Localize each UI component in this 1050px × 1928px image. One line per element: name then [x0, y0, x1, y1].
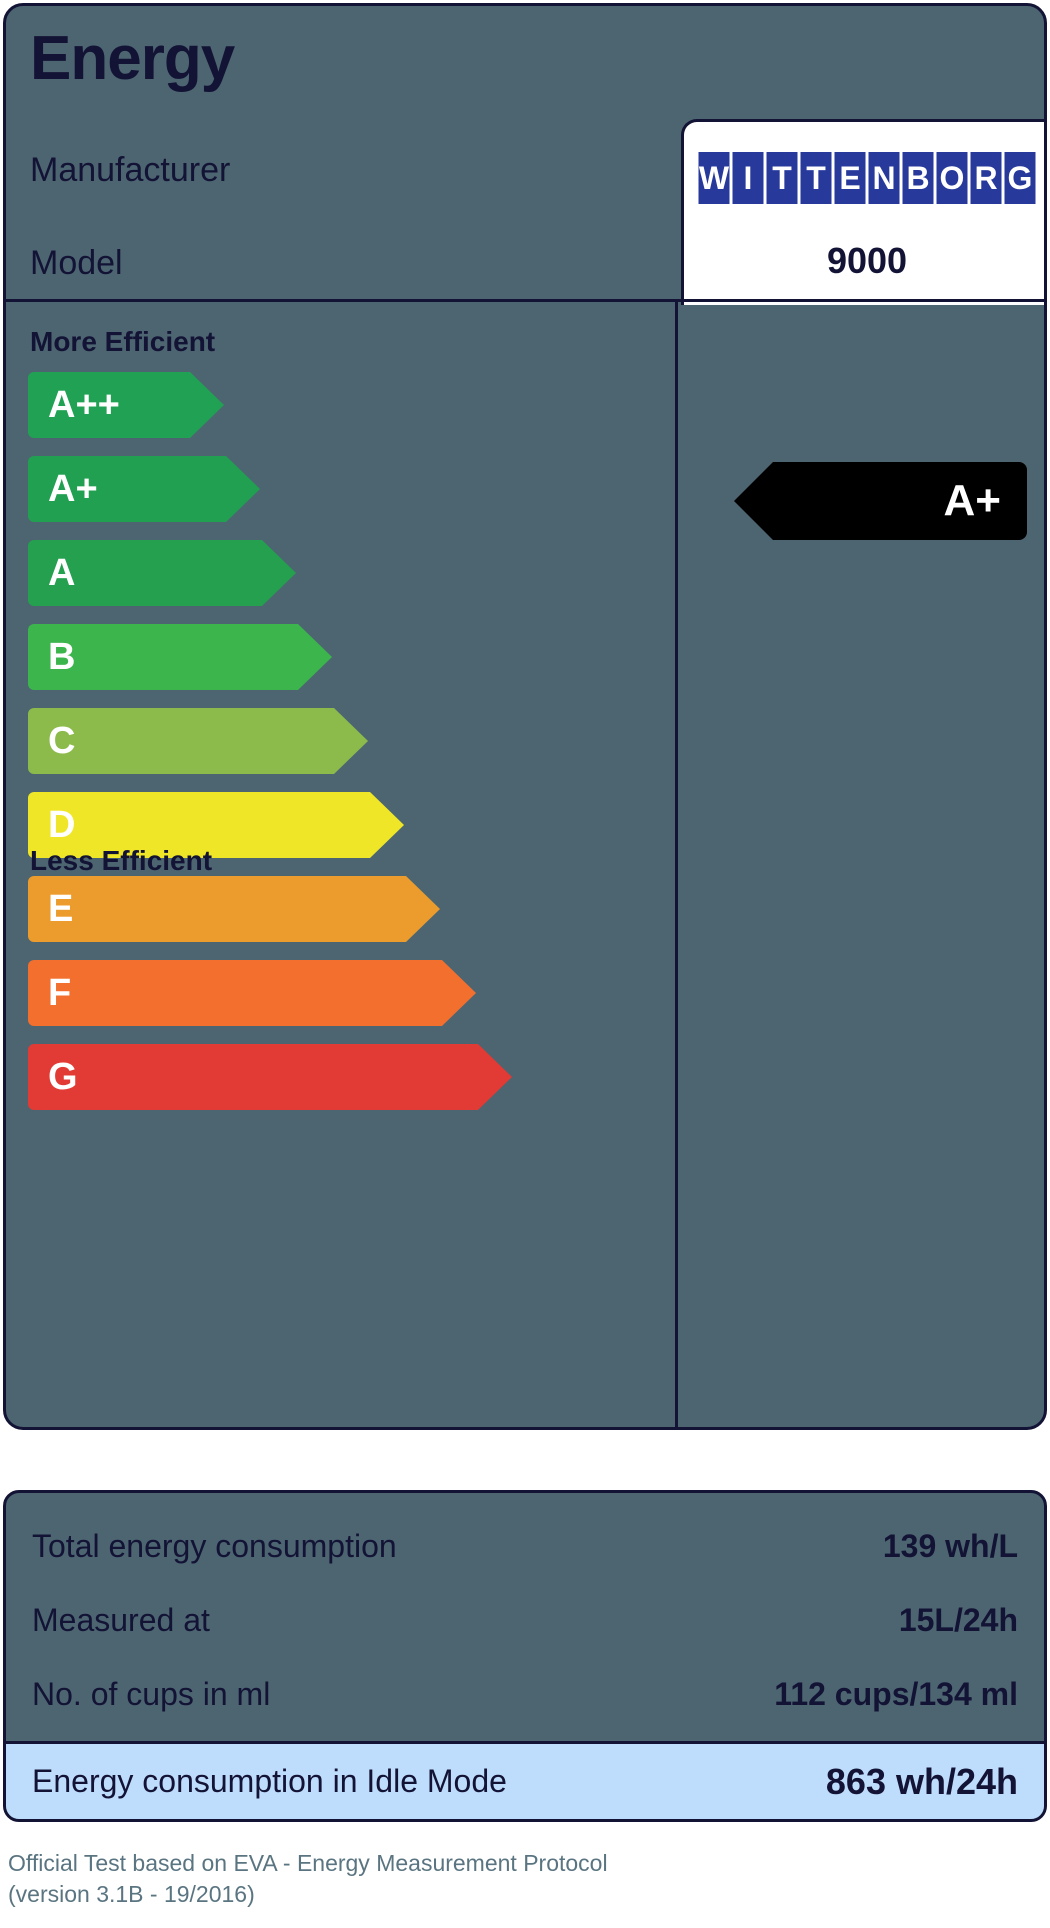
row-value: 15L/24h [898, 1601, 1018, 1638]
efficiency-bar: E [28, 876, 440, 942]
table-row: Total energy consumption 139 wh/L [6, 1511, 1044, 1581]
header-divider [6, 299, 1044, 302]
efficiency-bar-label: A [48, 551, 76, 594]
efficiency-bar-label: E [48, 887, 74, 930]
efficiency-bar: G [28, 1044, 512, 1110]
row-value: 139 wh/L [882, 1527, 1018, 1564]
row-value: 112 cups/134 ml [774, 1675, 1018, 1712]
more-efficient-caption: More Efficient [30, 326, 216, 357]
efficiency-bar-label: C [48, 719, 76, 762]
idle-value: 863 wh/24h [825, 1760, 1018, 1802]
manufacturer-label: Manufacturer [30, 151, 231, 189]
efficiency-bar: F [28, 960, 476, 1026]
footer-note: Official Test based on EVA - Energy Meas… [8, 1848, 608, 1910]
model-value: 9000 [826, 240, 908, 281]
less-efficient-caption: Less Efficient [30, 845, 213, 876]
column-divider [675, 299, 678, 1427]
efficiency-bar: C [28, 708, 368, 774]
efficiency-bars: A++ A+ A B C D E F G [28, 372, 512, 1128]
footer-line-1: Official Test based on EVA - Energy Meas… [8, 1850, 608, 1876]
rating-badge: A+ [734, 462, 1027, 540]
row-label: Measured at [32, 1601, 210, 1638]
efficiency-bar: A+ [28, 456, 260, 522]
brand-letter: W [698, 152, 730, 204]
table-row: Measured at 15L/24h [6, 1585, 1044, 1655]
rating-column: A+ [678, 302, 1044, 1427]
page-title: Energy [30, 24, 235, 93]
efficiency-bar-label: F [48, 971, 72, 1014]
brand-letter: N [868, 152, 900, 204]
efficiency-bar-label: A++ [48, 383, 120, 426]
row-label: No. of cups in ml [32, 1675, 271, 1712]
data-panel: Total energy consumption 139 wh/L Measur… [3, 1490, 1047, 1822]
idle-label: Energy consumption in Idle Mode [32, 1763, 507, 1799]
footer-line-2: (version 3.1B - 19/2016) [8, 1881, 255, 1908]
brand-letter: O [936, 152, 968, 204]
efficiency-bar-label: A+ [48, 467, 98, 510]
row-label: Total energy consumption [32, 1527, 397, 1564]
brand-letter: E [834, 152, 866, 204]
efficiency-scale: More Efficient A++ A+ A B C D E F G Less Efficie… [6, 302, 675, 1427]
table-row: No. of cups in ml 112 cups/134 ml [6, 1659, 1044, 1729]
brand-letter: T [766, 152, 798, 204]
efficiency-bar: D [28, 792, 404, 858]
brand-letter: G [1004, 152, 1036, 204]
efficiency-bar-label: D [48, 803, 76, 846]
brand-letter: B [902, 152, 934, 204]
idle-mode-row: Energy consumption in Idle Mode 863 wh/2… [6, 1741, 1044, 1819]
efficiency-bar: A++ [28, 372, 224, 438]
brand-letter: R [970, 152, 1002, 204]
efficiency-bar-label: B [48, 635, 76, 678]
model-label: Model [30, 244, 123, 282]
brand-letter: I [732, 152, 764, 204]
efficiency-bar: B [28, 624, 332, 690]
efficiency-bar-label: G [48, 1055, 78, 1098]
efficiency-bar: A [28, 540, 296, 606]
brand-letter: T [800, 152, 832, 204]
